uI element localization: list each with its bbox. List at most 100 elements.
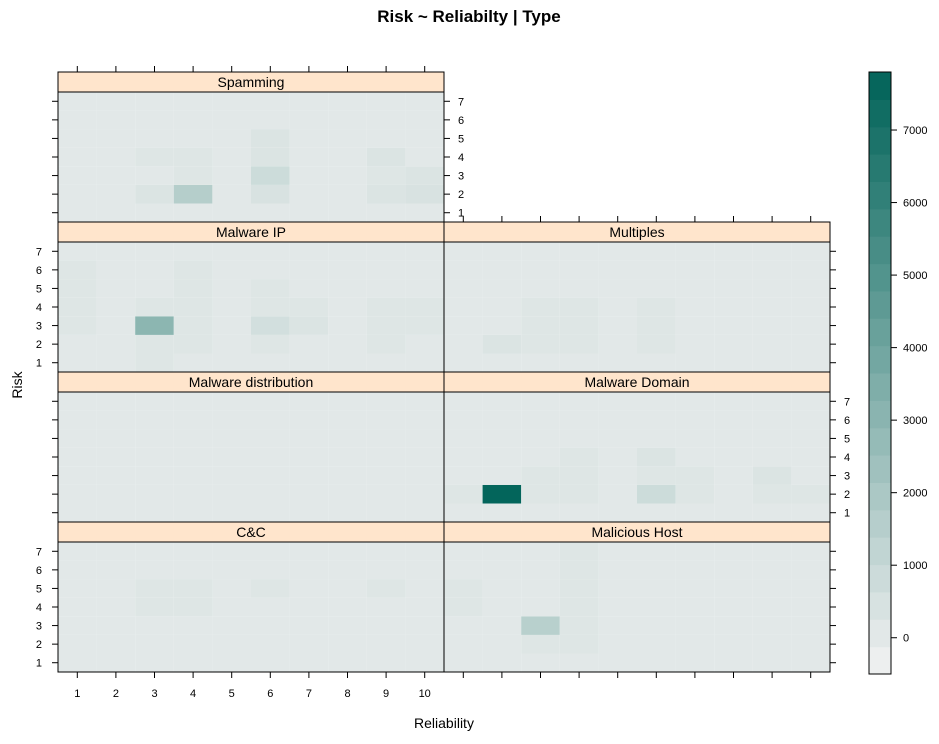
heatmap-cell [598,260,637,280]
heatmap-cell [444,429,483,448]
heatmap-cell [559,334,599,354]
heatmap-cell [289,353,329,372]
heatmap-cell [328,129,367,148]
heatmap-cell [675,503,715,522]
heatmap-cell [752,242,792,261]
heatmap-cell [521,579,560,598]
y-tick-label: 3 [36,621,42,633]
heatmap-cell [173,147,213,167]
heatmap-cell [752,410,792,430]
heatmap-cell [405,279,444,298]
heatmap-cell [675,560,715,580]
heatmap-cell [289,447,329,467]
heatmap-cell [598,503,637,522]
heatmap-cell [135,260,174,280]
heatmap-cell [791,466,830,485]
heatmap-cell [637,392,676,411]
heatmap-cell [405,166,444,185]
heatmap-cell [598,653,637,672]
heatmap-cell [173,203,213,222]
heatmap-cell [559,297,599,317]
heatmap-cell [289,147,329,167]
y-tick-label: 6 [458,115,464,127]
heatmap-cell [714,466,753,485]
heatmap-cell [482,634,522,654]
heatmap-cell [289,560,329,580]
heatmap-cell [289,316,329,335]
heatmap-cell [791,634,830,654]
x-tick-label: 6 [267,688,273,700]
heatmap-cell [96,166,136,185]
x-tick-label: 9 [383,688,389,700]
heatmap-cell [598,579,637,598]
heatmap-cell [58,92,97,111]
heatmap-cell [559,634,599,654]
heatmap-cell [366,260,406,280]
heatmap-cell [714,542,753,561]
heatmap-cell [328,92,367,111]
colorbar: 0 1000 2000 3000 4000 5000 6000 7000 [868,71,927,675]
colorbar-step [869,345,891,374]
heatmap-cell [58,410,97,430]
heatmap-cell [135,110,174,130]
heatmap-cell [791,410,830,430]
heatmap-cell [251,484,290,504]
heatmap-cell [675,542,715,561]
colorbar-step [869,455,891,483]
heatmap-cell [559,560,599,580]
heatmap-cell [289,92,329,111]
heatmap-cell [251,110,290,130]
colorbar-step [869,619,891,648]
heatmap-cell [212,203,251,222]
heatmap-cell [521,597,560,617]
heatmap-cell [328,503,367,522]
heatmap-cell [521,429,560,448]
heatmap-cell [637,410,676,430]
heatmap-cell [559,579,599,598]
heatmap-cell [251,129,290,148]
heatmap-cell [444,279,483,298]
panels-layer: Spamming 1 2 3 4 5 6 7 Malware IP 1 2 3 4 5 6 7 Multiple… [36,66,850,700]
colorbar-tick-label: 5000 [903,270,927,282]
x-tick-label: 4 [190,688,196,700]
heatmap-cell [212,653,251,672]
heatmap-cell [135,466,174,485]
heatmap-cell [251,447,290,467]
heatmap-cell [598,297,637,317]
heatmap-cell [559,392,599,411]
heatmap-cell [289,166,329,185]
y-tick-label: 6 [36,265,42,277]
heatmap-cell [559,597,599,617]
heatmap-cell [135,279,174,298]
heatmap-cell [598,429,637,448]
heatmap-cell [405,447,444,467]
heatmap-cell [482,392,522,411]
heatmap-cell [752,634,792,654]
heatmap-cell [405,184,444,204]
heatmap-cell [521,616,560,635]
heatmap-cell [637,503,676,522]
heatmap-cell [58,316,97,335]
heatmap-cell [366,92,406,111]
heatmap-cell [637,242,676,261]
heatmap-cell [714,597,753,617]
heatmap-cell [791,597,830,617]
heatmap-cell [598,542,637,561]
heatmap-cell [752,392,792,411]
heatmap-cell [96,616,136,635]
heatmap-cell [559,484,599,504]
heatmap-cell [96,203,136,222]
heatmap-cell [173,542,213,561]
heatmap-cell [752,579,792,598]
heatmap-cell [173,653,213,672]
heatmap-cell [289,484,329,504]
heatmap-cell [328,392,367,411]
heatmap-cell [559,616,599,635]
heatmap-cell [328,447,367,467]
heatmap-cell [366,110,406,130]
heatmap-cell [366,147,406,167]
heatmap-cell [405,392,444,411]
panel-strip-label: C&C [236,524,266,540]
x-tick-label: 5 [229,688,235,700]
